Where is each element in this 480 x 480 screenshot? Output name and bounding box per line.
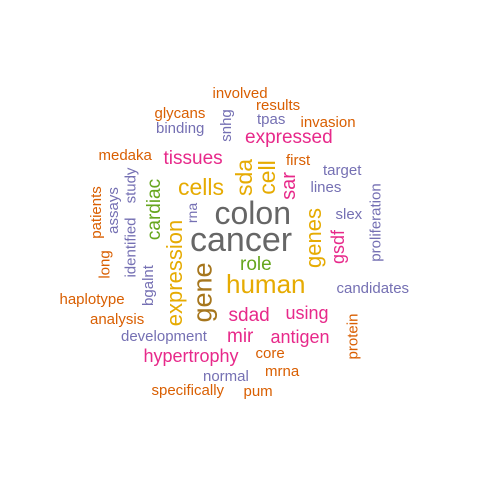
word-mir: mir [227,325,254,347]
word-human: human [226,269,306,299]
word-binding: binding [156,119,205,137]
word-sda: sda [230,158,257,196]
word-core: core [255,344,285,362]
word-antigen: antigen [270,327,330,347]
word-proliferation: proliferation [367,182,385,262]
word-analysis: analysis [90,310,145,328]
word-sdad: sdad [228,304,270,326]
word-cancer: cancer [190,221,293,259]
word-medaka: medaka [98,146,152,164]
word-snhg: snhg [217,108,235,142]
word-development: development [121,327,207,345]
word-protein: protein [344,313,362,359]
word-bgalnt: bgalnt [139,264,157,306]
word-rna: rna [184,202,201,224]
word-assays: assays [104,186,122,234]
word-target: target [323,161,362,179]
word-tissues: tissues [163,147,223,169]
word-hypertrophy: hypertrophy [143,346,239,366]
word-study: study [122,167,140,203]
word-invasion: invasion [300,113,356,131]
word-genes: genes [300,208,326,268]
word-gsdf: gsdf [328,229,349,265]
word-haplotype: haplotype [59,290,125,308]
word-expressed: expressed [245,126,333,148]
word-slex: slex [335,205,363,223]
word-involved: involved [212,84,268,102]
word-role: role [240,253,272,275]
word-specifically: specifically [151,381,225,399]
word-long: long [96,249,114,279]
word-using: using [285,303,329,323]
word-tpas: tpas [257,110,286,128]
word-first: first [286,151,311,169]
word-normal: normal [203,367,249,385]
word-lines: lines [310,178,342,196]
word-mrna: mrna [265,362,300,380]
word-gene: gene [187,261,218,323]
word-cardiac: cardiac [143,178,165,240]
word-colon: colon [214,195,292,231]
word-expression: expression [162,219,188,327]
word-glycans: glycans [154,104,206,122]
word-sar: sar [277,172,300,200]
word-patients: patients [87,185,105,239]
word-cells: cells [178,173,225,200]
word-pum: pum [243,382,273,400]
word-identified: identified [122,216,140,278]
word-candidates: candidates [336,279,410,297]
word-results: results [256,96,301,114]
word-cell: cell [253,159,280,195]
